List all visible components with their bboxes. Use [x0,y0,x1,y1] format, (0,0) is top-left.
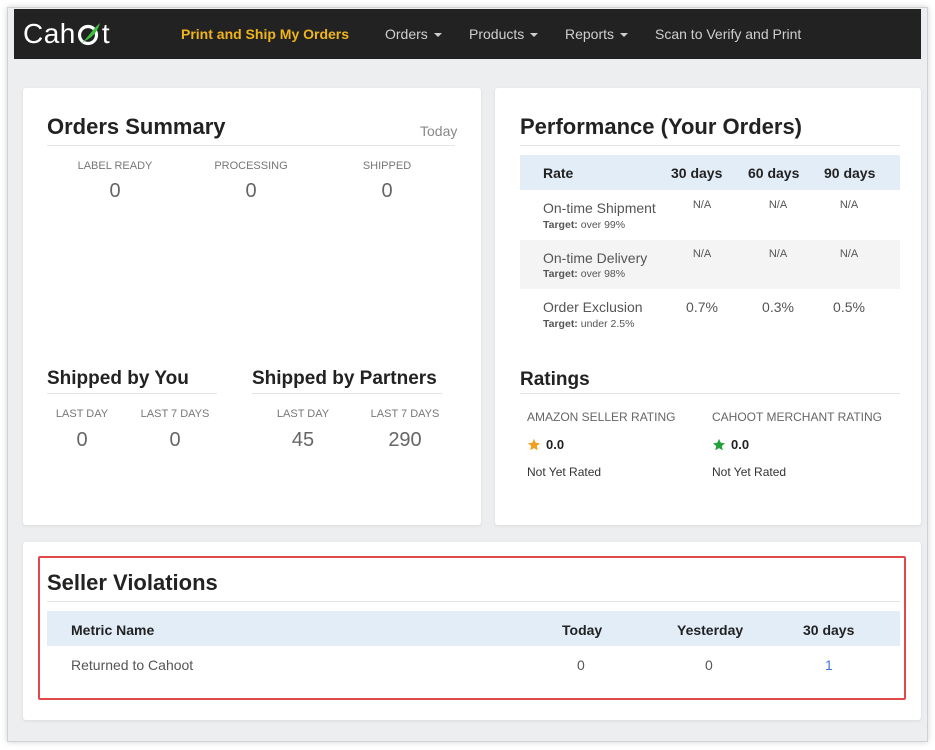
cahoot-logo[interactable]: Cah t [23,17,110,51]
viol-header-today: Today [562,622,603,638]
perf-target-order-exclusion: Target: under 2.5% [543,318,634,330]
nav-reports-label: Reports [565,26,615,42]
stat-label-you-last-7-days: LAST 7 DAYS [140,408,210,420]
top-navbar: Cah t Print and Ship My Orders Orders Pr… [14,9,921,59]
violations-table-header [47,611,900,646]
nav-reports-dropdown[interactable]: Reports [565,9,629,59]
stat-label-processing: PROCESSING [214,160,288,172]
perf-header-rate: Rate [543,165,574,181]
star-icon [712,438,726,450]
orders-summary-panel [23,88,481,525]
stat-label-partners-last-7-days: LAST 7 DAYS [370,408,440,420]
perf-header-90-days: 90 days [824,165,876,181]
perf-header-60-days: 60 days [748,165,800,181]
divider [252,393,442,394]
rating-note-cahoot: Not Yet Rated [712,465,787,479]
divider [47,393,217,394]
perf-target-ontime-shipment: Target: over 99% [543,219,625,231]
stat-label-label-ready: LABEL READY [77,160,153,172]
nav-products-label: Products [469,26,525,42]
stat-value-partners-last-7-days: 290 [388,429,422,451]
divider [520,145,900,146]
stat-value-you-last-7-days: 0 [169,429,181,451]
chevron-down-icon [620,33,629,38]
nav-scan-verify-print[interactable]: Scan to Verify and Print [655,26,802,42]
shipped-by-you-title: Shipped by You [47,368,189,389]
perf-value: N/A [768,199,788,211]
perf-row-stripe [520,240,900,289]
stat-value-label-ready: 0 [109,180,121,202]
stat-value-processing: 0 [245,180,257,202]
orders-summary-title: Orders Summary [47,114,226,139]
perf-value: N/A [839,248,859,260]
nav-products-dropdown[interactable]: Products [469,9,539,59]
perf-target-value: over 99% [580,219,626,231]
stat-label-you-last-day: LAST DAY [55,408,109,420]
logo-text: Cah [23,18,76,49]
stat-label-shipped: SHIPPED [362,160,412,172]
stat-value-partners-last-day: 45 [291,429,315,451]
viol-metric-returned-to-cahoot: Returned to Cahoot [71,657,194,673]
seller-violations-title: Seller Violations [47,570,218,595]
viol-header-yesterday: Yesterday [677,622,744,638]
performance-table-header [520,155,900,190]
perf-target-label: Target: [543,219,578,231]
rating-score: 0.0 [731,437,750,452]
stat-value-shipped: 0 [381,180,393,202]
perf-header-30-days: 30 days [671,165,723,181]
orders-summary-period: Today [420,123,458,139]
rating-note-amazon: Not Yet Rated [527,465,602,479]
divider [47,601,900,602]
logo-leaf-icon [76,17,102,51]
rating-value-amazon: 0.0 [527,437,564,452]
nav-orders-dropdown[interactable]: Orders [385,9,442,59]
rating-label-amazon: AMAZON SELLER RATING [527,410,676,424]
highlight-annotation-box [38,556,906,700]
ratings-title: Ratings [520,369,590,390]
perf-target-value: over 98% [580,268,626,280]
perf-target-label: Target: [543,318,578,330]
logo-text-end: t [101,18,111,49]
perf-metric-ontime-shipment: On-time Shipment [543,200,656,216]
perf-value: N/A [839,199,859,211]
nav-print-and-ship[interactable]: Print and Ship My Orders [181,26,350,42]
divider [47,145,455,146]
stat-value-you-last-day: 0 [76,429,88,451]
shipped-by-partners-title: Shipped by Partners [252,368,437,389]
perf-value: 0.3% [762,299,794,315]
stat-label-partners-last-day: LAST DAY [276,408,330,420]
perf-metric-order-exclusion: Order Exclusion [543,299,643,315]
rating-label-cahoot: CAHOOT MERCHANT RATING [712,410,883,424]
perf-value: N/A [692,248,712,260]
performance-title: Performance (Your Orders) [520,114,803,139]
rating-value-cahoot: 0.0 [712,437,749,452]
perf-target-ontime-delivery: Target: over 98% [543,268,625,280]
perf-target-label: Target: [543,268,578,280]
nav-orders-label: Orders [385,26,428,42]
chevron-down-icon [530,33,539,38]
chevron-down-icon [433,33,442,38]
viol-header-30-days: 30 days [803,622,855,638]
viol-value-30-days-link[interactable]: 1 [825,657,833,673]
star-icon [527,438,541,450]
perf-value: N/A [768,248,788,260]
perf-target-value: under 2.5% [580,318,635,330]
perf-metric-ontime-delivery: On-time Delivery [543,250,648,266]
perf-value: 0.7% [686,299,718,315]
viol-value-yesterday: 0 [705,657,713,673]
viol-header-metric-name: Metric Name [71,622,155,638]
perf-value: 0.5% [833,299,865,315]
rating-score: 0.0 [546,437,565,452]
viol-value-today: 0 [577,657,585,673]
perf-value: N/A [692,199,712,211]
divider [520,393,900,394]
